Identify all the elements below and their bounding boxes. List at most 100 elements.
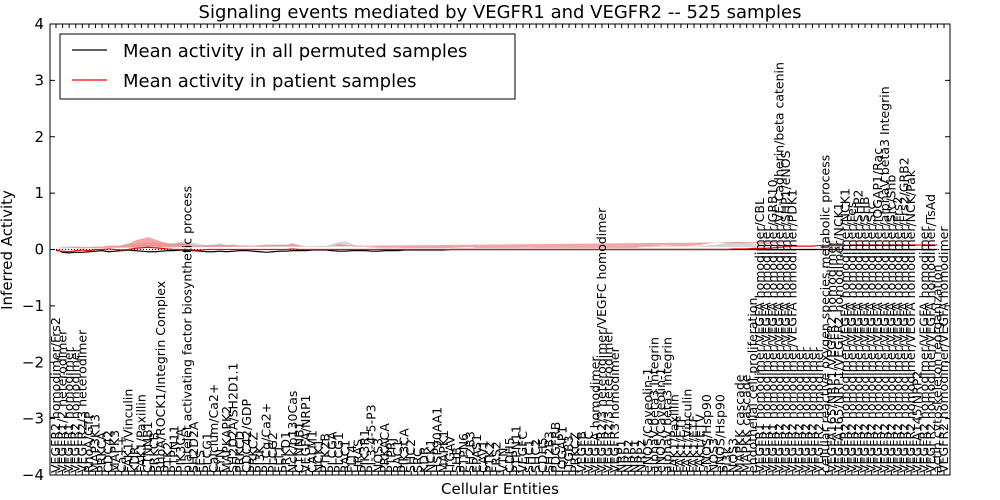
x-category-label: RAC1 (337, 440, 352, 473)
x-category-label: eNOS/Caveolin-1 (640, 368, 655, 473)
x-category-label: VEGFA/NRP1 (298, 395, 313, 473)
x-category-label: FAK1/Paxillin (666, 394, 681, 473)
x-category-label: VEGFR2 homodimer/VEGFA homodimer/PDK1 (785, 189, 800, 473)
x-category-label: PTPN6 (456, 433, 471, 473)
x-category-label: VEGFR2 homodimer/VEGFA homodimer/NCK/Pak (903, 169, 918, 473)
x-category-label: VEGFR1 homodimer (61, 346, 76, 473)
x-category-label: CDC42 (101, 430, 116, 473)
x-category-label: SH2D2A/SH2D1.1 (226, 363, 241, 473)
y-tick-label: 2 (34, 128, 44, 146)
x-category-label: FAK1/ETV (693, 414, 708, 473)
x-category-label: alphaV beta3 Integrin (647, 337, 662, 473)
x-category-label: PLCG1 (199, 432, 214, 473)
x-category-label: Ca++ (114, 436, 129, 473)
x-category-label: PRKACA (377, 423, 392, 473)
x-category-label: PTPRJ (383, 438, 398, 473)
x-category-label: MAPKK cascade (739, 374, 754, 473)
x-category-label: SHB (449, 447, 464, 473)
x-category-label: NRP1 (627, 439, 642, 473)
x-category-label: NOS3 (706, 438, 721, 473)
x-category-label: VEGFR2 homodimer (804, 346, 819, 473)
x-category-label: VEGFA145/NRP2 (910, 371, 925, 473)
x-category-label: VEGFR2 homodimer/VEGFA homodimer/VE-Cadh… (772, 62, 787, 473)
x-category-label: SH2B3 (462, 431, 477, 473)
x-category-label: VEGFR2/3 heterodimer (74, 329, 89, 473)
x-category-label: PRKCZ (568, 432, 583, 473)
x-category-label: ITGAV (443, 435, 458, 473)
x-category-label: FRS2 (489, 441, 504, 473)
x-category-label: VEGFR2 homodimer/VEGFA homodimer/Frs2/GR… (897, 157, 912, 473)
legend-box (59, 33, 516, 100)
x-category-label: PTPN11 (166, 425, 181, 473)
y-tick-label: 0 (34, 241, 44, 259)
x-category-label: VEGFC (515, 431, 530, 473)
x-category-label: FAK1/Paxillin (134, 394, 149, 473)
x-category-label: cellular reactive oxygen species metabol… (818, 155, 833, 473)
legend-label-permuted: Mean activity in all permuted samples (123, 41, 467, 62)
y-tick-label: −4 (22, 466, 44, 484)
x-category-label: VEGFR2 homodimer (68, 346, 83, 473)
legend: Mean activity in all permuted samples Me… (59, 33, 516, 100)
x-category-label: Nck/p130Cas (285, 391, 300, 473)
x-category-label: PRKD1 (278, 431, 293, 473)
x-category-label: RhoA/ROCK1/Integrin Complex (153, 281, 168, 473)
y-tick-label: 3 (34, 71, 44, 89)
x-category-label: NOS3 (370, 438, 385, 473)
x-category-label: FAK1/ETF (686, 415, 701, 473)
x-category-label: MAPK1 (436, 430, 451, 473)
x-category-label: SH2D2A (186, 421, 201, 473)
x-category-label: eNOS/Hsp90 (699, 394, 714, 473)
x-category-label: VEGFR2 homodimer/VEGFA homodimer/Src (864, 203, 879, 473)
x-category-label: VEGFR2 homodimer/VEGFA homodimer/Src/Shb (883, 175, 898, 473)
y-tick-label: −2 (22, 353, 44, 371)
x-category-label: PLCG2 (265, 432, 280, 473)
x-category-label: VEGFC (581, 431, 596, 473)
x-category-label: PTK2 (160, 442, 175, 473)
y-tick-label: −1 (22, 297, 44, 315)
x-category-label: eNOS/Hsp90 (712, 394, 727, 473)
x-axis-label: Cellular Entities (441, 480, 559, 498)
x-category-label: CTNNB1 (291, 421, 306, 473)
x-category-label: RAC1 (390, 440, 405, 473)
x-category-label: PI-3-4-5-P3 (364, 404, 379, 473)
x-category-label: PTPN11 (508, 425, 523, 473)
x-category-label: FAK1/Vinculin (120, 389, 135, 473)
x-category-label: CDH5 (502, 437, 517, 473)
x-category-label: CDC42/GDP (239, 398, 254, 473)
x-category-label: SHC1 (522, 439, 537, 473)
x-category-label: VEGFR2 homodimer/VEGFA homodimer/SHP2 (850, 189, 865, 473)
x-category-label: VEGFR1 homodimer/VEGFA homodimer/CBL (752, 198, 767, 473)
x-category-label: VEGFR1 homodimer/VEGFA homodimer (758, 226, 773, 473)
x-category-label: KDR (416, 446, 431, 473)
x-category-label: VEGFB (574, 431, 589, 473)
x-category-label: endothelial cell proliferation (745, 298, 760, 473)
x-category-label: FYN (212, 449, 227, 473)
chart-title: Signaling events mediated by VEGFR1 and … (199, 2, 802, 23)
x-category-label: HRAS (351, 439, 366, 473)
x-category-label: PRKCB (147, 432, 162, 473)
x-category-label: VEGFR2 homodimer/VEGFA homodimer/IQGAP1/… (870, 148, 885, 473)
x-category-label: VEGFA homodimer (587, 356, 602, 473)
x-category-label: VEGFR1/2 heterodimer (55, 329, 70, 473)
x-category-label: Pi3k (719, 446, 734, 473)
x-category-label: RhoA/GTP (81, 411, 96, 473)
x-category-label: FLT1 (272, 445, 287, 473)
x-category-label: VEGFR2/3 heterodimer (601, 329, 616, 473)
x-category-label: IQGAP1 (554, 426, 569, 473)
x-category-label: PLCGA (324, 431, 339, 473)
x-category-label: VEGFR2 homodimer/VEGFA homodimer/SHB (857, 196, 872, 473)
x-category-label: VEGFR3 homodimer (607, 346, 622, 473)
x-category-label: VEGFA165/NRP1/VEGFR2 homodimer (824, 240, 839, 473)
x-category-label: FAK1/ETF (673, 415, 688, 473)
x-category-label: SH2B3 (541, 431, 556, 473)
x-category-label: NRP2 (620, 439, 635, 473)
x-category-label: platelet activating factor biosynthetic … (180, 186, 195, 473)
x-category-label: VEGFR2 homodimer/VEGFA homodimer/alphaV … (877, 86, 892, 473)
x-category-label: FAK1/Vinculin (679, 389, 694, 473)
x-category-label: VEGFR2 homodimer (798, 346, 813, 473)
x-category-label: VEGFR2 homodimer/VEGFA homodimer/NCK1 (837, 188, 852, 473)
x-category-label: CAV1 (476, 440, 491, 473)
x-category-label: VEGFR2 homodimer/VEGFA homodimer (936, 226, 951, 473)
x-category-label: PLCg/Ca2+ (258, 403, 273, 473)
